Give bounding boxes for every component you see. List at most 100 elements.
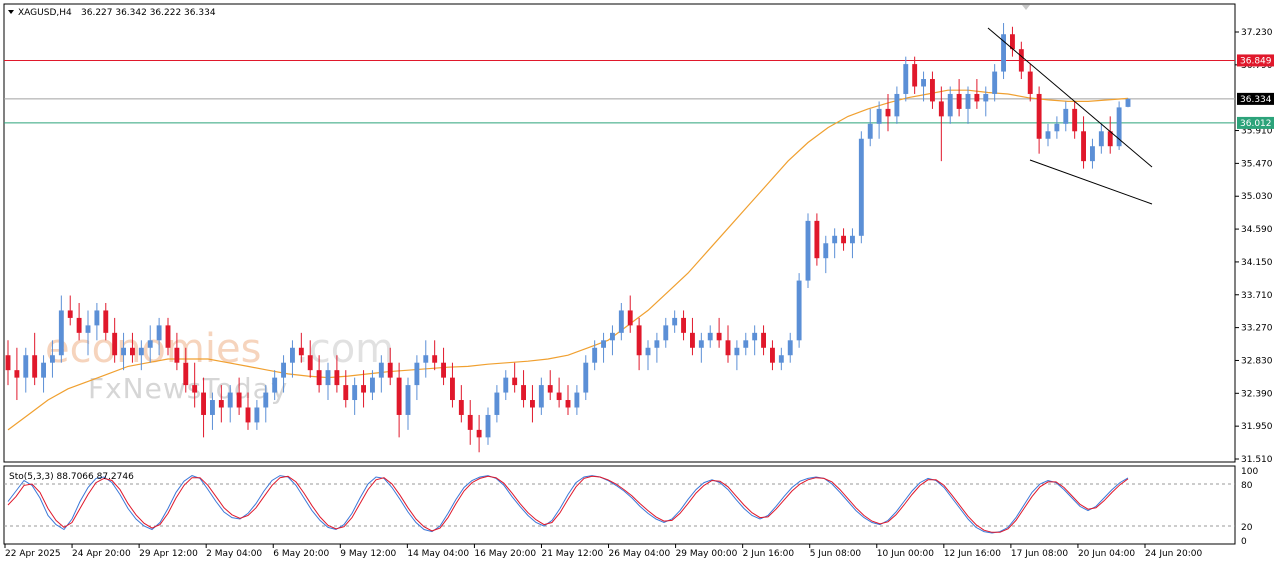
candle-body bbox=[645, 347, 651, 356]
candle-body bbox=[76, 317, 82, 333]
watermark-brand: economies bbox=[45, 326, 261, 372]
candle-body bbox=[538, 385, 544, 408]
candle-body bbox=[912, 64, 918, 87]
candle-body bbox=[94, 310, 100, 326]
candle bbox=[272, 370, 278, 401]
time-tick-label: 14 May 04:00 bbox=[407, 549, 469, 559]
candle-body bbox=[396, 377, 402, 415]
caret-down-icon[interactable] bbox=[8, 10, 14, 14]
candle-body bbox=[245, 407, 251, 423]
candle bbox=[1090, 138, 1095, 169]
scroll-marker-icon[interactable] bbox=[1022, 5, 1030, 10]
candle bbox=[387, 347, 393, 386]
candle-body bbox=[112, 332, 118, 356]
time-tick-label: 29 Apr 12:00 bbox=[139, 549, 198, 559]
candle bbox=[1001, 23, 1006, 80]
time-tick-label: 26 May 04:00 bbox=[609, 549, 671, 559]
price-tick-label: 32.390 bbox=[1241, 389, 1273, 399]
candle bbox=[814, 213, 820, 266]
candle-body bbox=[654, 340, 660, 348]
candle bbox=[743, 332, 749, 356]
candle-body bbox=[805, 220, 811, 281]
candle bbox=[352, 377, 358, 415]
candle bbox=[538, 377, 544, 415]
candle-body bbox=[458, 400, 464, 415]
candle-body bbox=[307, 355, 313, 371]
candle bbox=[112, 317, 118, 363]
candle-body bbox=[50, 355, 55, 363]
candle bbox=[67, 295, 73, 326]
stochastic-signal-line bbox=[7, 475, 1129, 533]
candle bbox=[690, 317, 695, 356]
candle-body bbox=[494, 392, 500, 415]
time-tick-label: 24 Apr 20:00 bbox=[72, 549, 131, 559]
candle bbox=[503, 370, 509, 401]
candle bbox=[841, 228, 846, 251]
upper-trend-line[interactable] bbox=[987, 27, 1153, 168]
candle-body bbox=[165, 325, 171, 348]
stochastic-label: Sto(5,3,3) 88.7066 87.2746 bbox=[9, 472, 134, 482]
candle-body bbox=[290, 347, 295, 363]
candle bbox=[787, 332, 793, 363]
candle-body bbox=[841, 235, 846, 244]
candle bbox=[405, 377, 411, 430]
candle-body bbox=[476, 429, 482, 438]
candle bbox=[876, 101, 882, 139]
candle bbox=[867, 108, 873, 147]
candle bbox=[1072, 101, 1078, 139]
time-tick-label: 29 May 00:00 bbox=[676, 549, 738, 559]
candle bbox=[23, 347, 29, 393]
level-tag-support bbox=[1237, 116, 1274, 129]
price-tick-label: 33.710 bbox=[1241, 291, 1273, 301]
price-tick-label: 34.150 bbox=[1241, 258, 1273, 268]
candle-body bbox=[1072, 108, 1078, 132]
candle bbox=[601, 332, 606, 363]
candle bbox=[610, 325, 615, 356]
candle bbox=[930, 71, 935, 109]
candle bbox=[183, 347, 189, 393]
candle bbox=[298, 332, 304, 363]
time-tick-label: 22 Apr 2025 bbox=[5, 549, 61, 559]
candle bbox=[947, 86, 953, 124]
candle-body bbox=[272, 377, 278, 393]
candle-body bbox=[636, 325, 642, 356]
candle bbox=[1063, 101, 1069, 132]
candle bbox=[192, 362, 198, 408]
candle-body bbox=[1045, 131, 1051, 139]
candle-body bbox=[23, 355, 29, 378]
candle bbox=[165, 317, 171, 356]
candle bbox=[94, 302, 100, 341]
candle-body bbox=[556, 392, 562, 401]
lower-trend-line[interactable] bbox=[1029, 159, 1153, 205]
candle-body bbox=[974, 93, 980, 102]
time-tick-label: 21 May 12:00 bbox=[541, 549, 603, 559]
candle-body bbox=[441, 362, 446, 378]
candle-body bbox=[583, 362, 589, 393]
candle bbox=[965, 86, 971, 124]
candle-body bbox=[183, 362, 189, 386]
candle-body bbox=[992, 71, 998, 94]
candle-body bbox=[370, 377, 375, 393]
candle-body bbox=[192, 385, 198, 393]
time-tick-label: 16 May 20:00 bbox=[474, 549, 536, 559]
candle-body bbox=[707, 332, 713, 341]
candle-body bbox=[610, 332, 615, 341]
price-tick-label: 35.030 bbox=[1241, 192, 1273, 202]
candle-body bbox=[867, 123, 873, 139]
candle bbox=[263, 385, 269, 423]
candle-body bbox=[1107, 131, 1113, 147]
candle-body bbox=[281, 362, 286, 378]
candle-body bbox=[1081, 131, 1086, 162]
candle-body bbox=[1036, 93, 1042, 139]
candle-body bbox=[601, 340, 606, 348]
candle-body bbox=[1001, 34, 1006, 72]
candle bbox=[778, 347, 784, 371]
candle bbox=[441, 347, 446, 386]
trend-channel[interactable] bbox=[987, 27, 1153, 205]
candle-body bbox=[485, 414, 491, 438]
candle bbox=[290, 340, 295, 378]
time-tick-label: 17 Jun 08:00 bbox=[1011, 549, 1068, 559]
candle bbox=[76, 302, 82, 341]
candle bbox=[41, 355, 46, 393]
